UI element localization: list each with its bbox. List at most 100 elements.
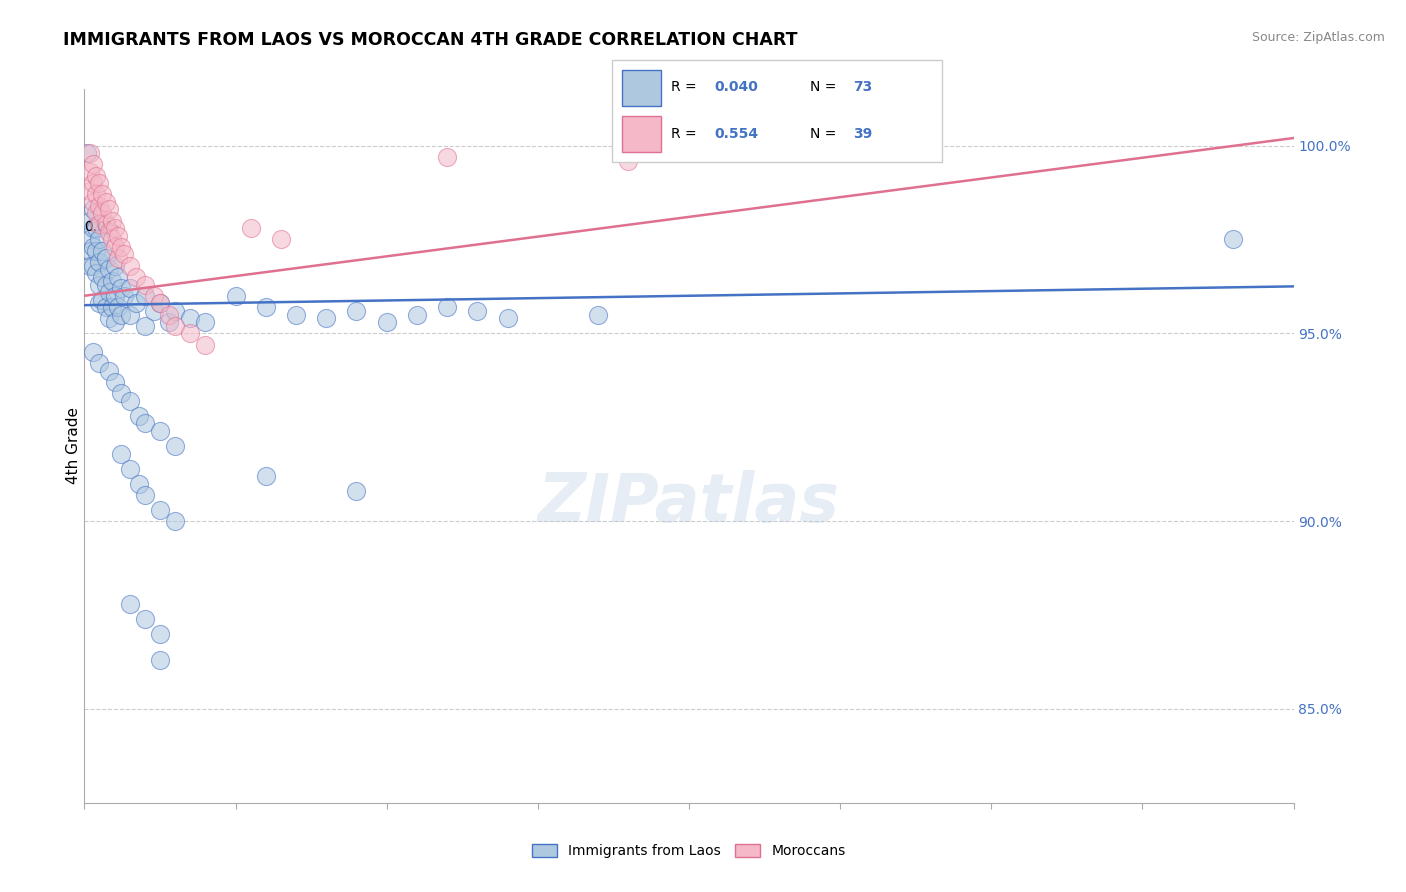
Point (89, 255, 111, 269)
Point (496, 311, 519, 326)
Point (179, 311, 201, 326)
Point (165, 514, 187, 528)
Point (94, 251, 117, 265)
Point (104, 375, 127, 389)
Text: 73: 73 (853, 80, 872, 95)
Point (346, 484, 368, 499)
Point (104, 315, 127, 329)
Point (94, 218, 117, 232)
Point (194, 337, 217, 351)
Point (118, 461, 141, 475)
Point (82, 259, 104, 273)
Point (112, 247, 135, 261)
Point (125, 270, 148, 285)
Point (149, 296, 172, 310)
Point (225, 289, 247, 303)
Point (86, 266, 108, 280)
Text: 0.0%: 0.0% (84, 219, 120, 234)
Point (254, 300, 277, 314)
Point (86, 221, 108, 235)
Text: IMMIGRANTS FROM LAOS VS MOROCCAN 4TH GRADE CORRELATION CHART: IMMIGRANTS FROM LAOS VS MOROCCAN 4TH GRA… (63, 31, 797, 49)
Point (89, 296, 111, 310)
Point (89, 176, 111, 190)
Point (128, 476, 150, 491)
Point (97, 311, 120, 326)
Point (588, 308, 610, 322)
Point (94, 277, 117, 292)
Point (79, 213, 101, 227)
Point (107, 270, 129, 285)
Point (79, 232, 101, 246)
Point (86, 244, 108, 258)
Text: N =: N = (810, 127, 841, 141)
Point (118, 308, 141, 322)
Point (112, 289, 135, 303)
Point (110, 446, 132, 460)
Point (89, 356, 111, 370)
Point (157, 315, 180, 329)
Point (142, 289, 165, 303)
Point (375, 315, 398, 329)
Point (436, 150, 458, 164)
Text: 0.040: 0.040 (714, 80, 758, 95)
Point (97, 364, 120, 378)
Point (94, 300, 117, 314)
Point (100, 213, 122, 227)
Text: R =: R = (671, 80, 702, 95)
Point (142, 303, 165, 318)
Point (346, 303, 368, 318)
Point (91, 187, 114, 202)
Point (128, 409, 150, 423)
Point (107, 300, 129, 314)
Point (79, 165, 101, 179)
Point (79, 184, 101, 198)
Point (97, 202, 120, 217)
Point (270, 232, 292, 246)
Point (149, 653, 172, 667)
Point (82, 202, 104, 217)
Point (179, 326, 201, 341)
Point (89, 218, 111, 232)
FancyBboxPatch shape (612, 60, 942, 162)
Text: R =: R = (671, 127, 702, 141)
Point (134, 289, 156, 303)
Point (467, 303, 489, 318)
Point (82, 240, 104, 254)
Point (82, 176, 104, 190)
Point (76, 146, 98, 161)
Point (79, 244, 101, 258)
Point (89, 277, 111, 292)
Point (97, 285, 120, 299)
Point (91, 206, 114, 220)
Point (406, 308, 429, 322)
Point (104, 221, 127, 235)
Point (285, 308, 308, 322)
Point (149, 424, 172, 438)
Point (86, 206, 108, 220)
Text: N =: N = (810, 80, 841, 95)
Point (149, 296, 172, 310)
Point (104, 240, 127, 254)
Text: 39: 39 (853, 127, 872, 141)
Point (82, 221, 104, 235)
Point (86, 187, 108, 202)
Point (134, 488, 156, 502)
Point (82, 157, 104, 171)
Point (118, 597, 141, 611)
Point (134, 612, 156, 626)
Point (194, 315, 217, 329)
Point (82, 194, 104, 209)
Point (79, 146, 101, 161)
Point (82, 345, 104, 359)
Point (110, 386, 132, 401)
Point (91, 244, 114, 258)
Point (239, 221, 262, 235)
Point (165, 303, 187, 318)
Point (157, 308, 180, 322)
Point (315, 311, 337, 326)
Point (91, 270, 114, 285)
Point (165, 439, 187, 453)
FancyBboxPatch shape (621, 116, 661, 152)
Point (118, 393, 141, 408)
Legend: Immigrants from Laos, Moroccans: Immigrants from Laos, Moroccans (527, 838, 851, 863)
